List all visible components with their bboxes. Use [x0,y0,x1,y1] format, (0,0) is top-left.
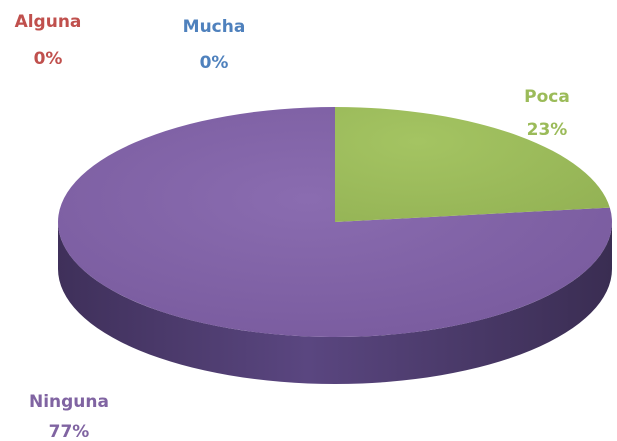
data-label-ninguna-name: Ninguna [29,392,109,412]
data-label-poca-value: 23% [527,120,568,140]
pie-slice-ninguna [58,107,613,337]
data-label-mucha-value: 0% [200,53,229,73]
data-label-ninguna-value: 77% [49,422,90,441]
data-label-alguna-value: 0% [34,49,63,69]
data-label-mucha-name: Mucha [183,17,246,37]
data-label-poca-name: Poca [524,87,570,107]
pie-slice-poca [335,107,610,222]
pie-side-wall [58,222,612,384]
data-label-alguna-name: Alguna [15,12,82,32]
